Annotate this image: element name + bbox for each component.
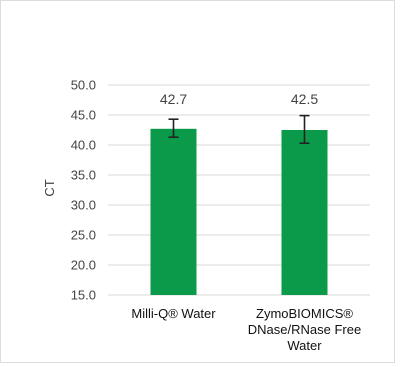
y-tick-label: 15.0 bbox=[71, 288, 96, 303]
chart-frame bbox=[0, 0, 395, 363]
y-tick-label: 35.0 bbox=[71, 168, 96, 183]
gridlines bbox=[108, 84, 370, 296]
data-labels: 42.7 42.5 bbox=[160, 91, 318, 107]
category-label: Milli-Q® Water bbox=[131, 306, 216, 321]
category-labels: Milli-Q® Water ZymoBIOMICS®DNase/RNase Fr… bbox=[131, 306, 361, 353]
category-label: ZymoBIOMICS® bbox=[256, 306, 353, 321]
bar bbox=[281, 130, 328, 295]
y-tick-label: 45.0 bbox=[71, 108, 96, 123]
y-axis-label: CT bbox=[42, 179, 57, 196]
data-label: 42.5 bbox=[291, 91, 318, 107]
bars bbox=[150, 128, 328, 295]
bar bbox=[150, 128, 197, 295]
y-tick-label: 50.0 bbox=[71, 78, 96, 93]
y-tick-label: 20.0 bbox=[71, 258, 96, 273]
y-tick-label: 30.0 bbox=[71, 198, 96, 213]
y-tick-label: 25.0 bbox=[71, 228, 96, 243]
category-label: Water bbox=[287, 338, 322, 353]
error-bars bbox=[168, 114, 310, 144]
y-tick-label: 40.0 bbox=[71, 138, 96, 153]
y-tick-labels: 50.0 45.0 40.0 35.0 30.0 25.0 20.0 15.0 bbox=[71, 78, 96, 303]
data-label: 42.7 bbox=[160, 91, 187, 107]
category-label: DNase/RNase Free bbox=[248, 322, 361, 337]
